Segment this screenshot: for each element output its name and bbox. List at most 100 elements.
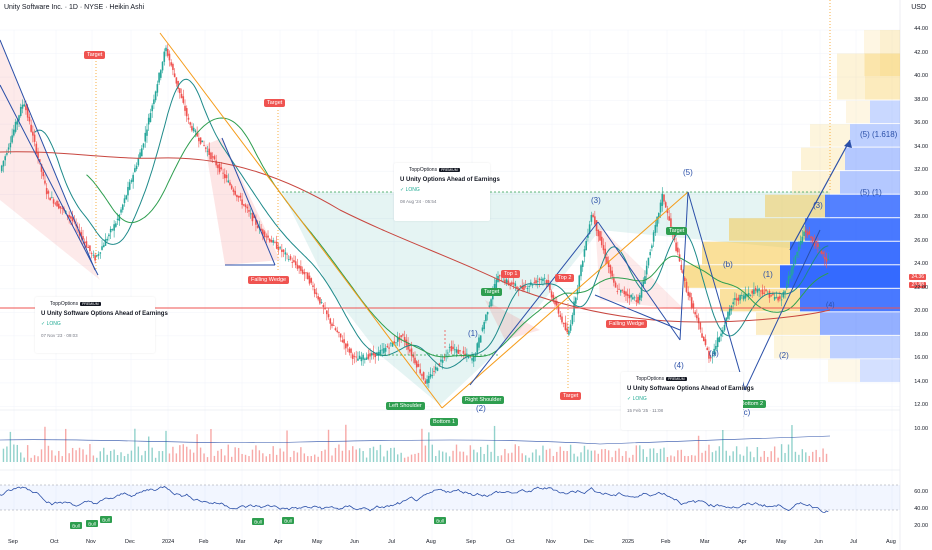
candle-body: [253, 215, 255, 219]
idea-card[interactable]: ToppOptions PREMIUM U Unity Software Opti…: [35, 297, 168, 353]
candle-body: [775, 297, 778, 299]
candle-body: [668, 216, 670, 221]
volume-profile-bar: [864, 30, 880, 77]
price-tag: 23.88: [909, 282, 926, 288]
volume-bar: [580, 452, 582, 462]
candle-body: [275, 241, 278, 249]
candle-body: [147, 117, 150, 125]
idea-card[interactable]: ToppOptions PREMIUM U Unity Options Ahead…: [394, 163, 500, 221]
volume-bar: [435, 455, 437, 462]
candle-body: [409, 349, 411, 352]
candle-body: [815, 240, 817, 243]
candle-body: [37, 152, 39, 159]
candle-body: [822, 252, 824, 255]
time-tick-label: Feb: [661, 539, 671, 545]
time-tick-label: 2025: [622, 539, 635, 545]
volume-bar: [99, 451, 101, 462]
candle-body: [490, 299, 492, 307]
volume-bar: [203, 453, 205, 462]
candle-body: [511, 282, 513, 285]
candle-body: [630, 294, 632, 298]
candle-body: [825, 258, 828, 262]
target-label: Target: [84, 51, 106, 59]
price-tick-label: 42.00: [914, 49, 928, 56]
idea-signal: ✓ LONG: [41, 321, 61, 327]
candle-body: [799, 240, 802, 245]
candle-body: [479, 335, 482, 343]
candle-body: [403, 336, 406, 342]
volume-bar: [583, 445, 586, 462]
candle-body: [597, 229, 600, 237]
candle-body: [111, 229, 114, 230]
volume-profile-bar: [780, 265, 900, 288]
volume-bar: [137, 446, 140, 462]
candle-body: [158, 72, 160, 83]
volume-bar: [587, 449, 589, 462]
candle-body: [464, 353, 466, 355]
time-tick-label: Apr: [738, 539, 747, 545]
candle-body: [348, 348, 351, 353]
candle-body: [400, 335, 402, 337]
volume-bar: [528, 457, 530, 462]
candle-body: [538, 278, 541, 281]
candle-body: [270, 239, 273, 243]
idea-card[interactable]: ToppOptions PREMIUM U Unity Software Opti…: [621, 372, 754, 430]
volume-bar: [590, 450, 593, 462]
volume-profile-bar: [880, 30, 900, 77]
volume-bar: [763, 450, 765, 462]
volume-bar: [37, 456, 39, 462]
volume-bar: [365, 457, 368, 462]
candle-body: [218, 164, 221, 173]
volume-bar: [26, 445, 29, 462]
volume-bar: [175, 453, 178, 462]
candle-body: [109, 228, 112, 233]
candle-body: [303, 272, 306, 275]
price-tick-label: 10.00: [914, 426, 928, 432]
last-price-tag: 24.36: [909, 274, 926, 280]
volume-bar: [341, 450, 344, 462]
candle-body: [13, 129, 15, 136]
volume-bar: [476, 452, 478, 462]
volume-bar: [314, 454, 316, 462]
volume-bar: [628, 457, 631, 462]
candle-body: [421, 374, 423, 376]
volume-bar: [400, 452, 402, 462]
candle-body: [357, 358, 359, 361]
volume-bar: [708, 444, 710, 462]
price-tick-label: 16.00: [914, 355, 928, 362]
volume-bar: [113, 449, 115, 462]
candle-body: [611, 270, 613, 277]
candle-body: [310, 278, 313, 283]
candle-body: [495, 279, 498, 289]
volume-bar: [151, 447, 153, 462]
candle-body: [23, 104, 26, 107]
wave-label: (5) (1.618): [860, 130, 898, 139]
candle-body: [313, 288, 316, 294]
volume-bar: [735, 446, 738, 462]
candle-body: [191, 126, 193, 131]
idea-title: U Unity Software Options Ahead of Earnin…: [41, 311, 168, 317]
candle-body: [619, 289, 622, 293]
volume-bar: [597, 453, 599, 462]
elliott-line: [744, 229, 821, 391]
candle-body: [747, 293, 750, 296]
candle-body: [153, 99, 155, 105]
candle-body: [196, 132, 198, 137]
candle-body: [467, 356, 470, 359]
candle-body: [185, 108, 188, 117]
candle-body: [680, 265, 683, 271]
candle-body: [789, 274, 792, 278]
candle-body: [237, 196, 240, 198]
volume-bar: [690, 455, 693, 462]
volume-bar: [54, 455, 57, 462]
volume-bar: [812, 451, 814, 462]
volume-bar: [521, 453, 523, 462]
candle-body: [590, 214, 593, 222]
candle-body: [102, 245, 105, 248]
volume-bar: [825, 453, 828, 462]
volume-bar: [286, 430, 288, 462]
candle-body: [448, 347, 451, 348]
candle-body: [459, 350, 461, 352]
candle-body: [656, 216, 658, 227]
